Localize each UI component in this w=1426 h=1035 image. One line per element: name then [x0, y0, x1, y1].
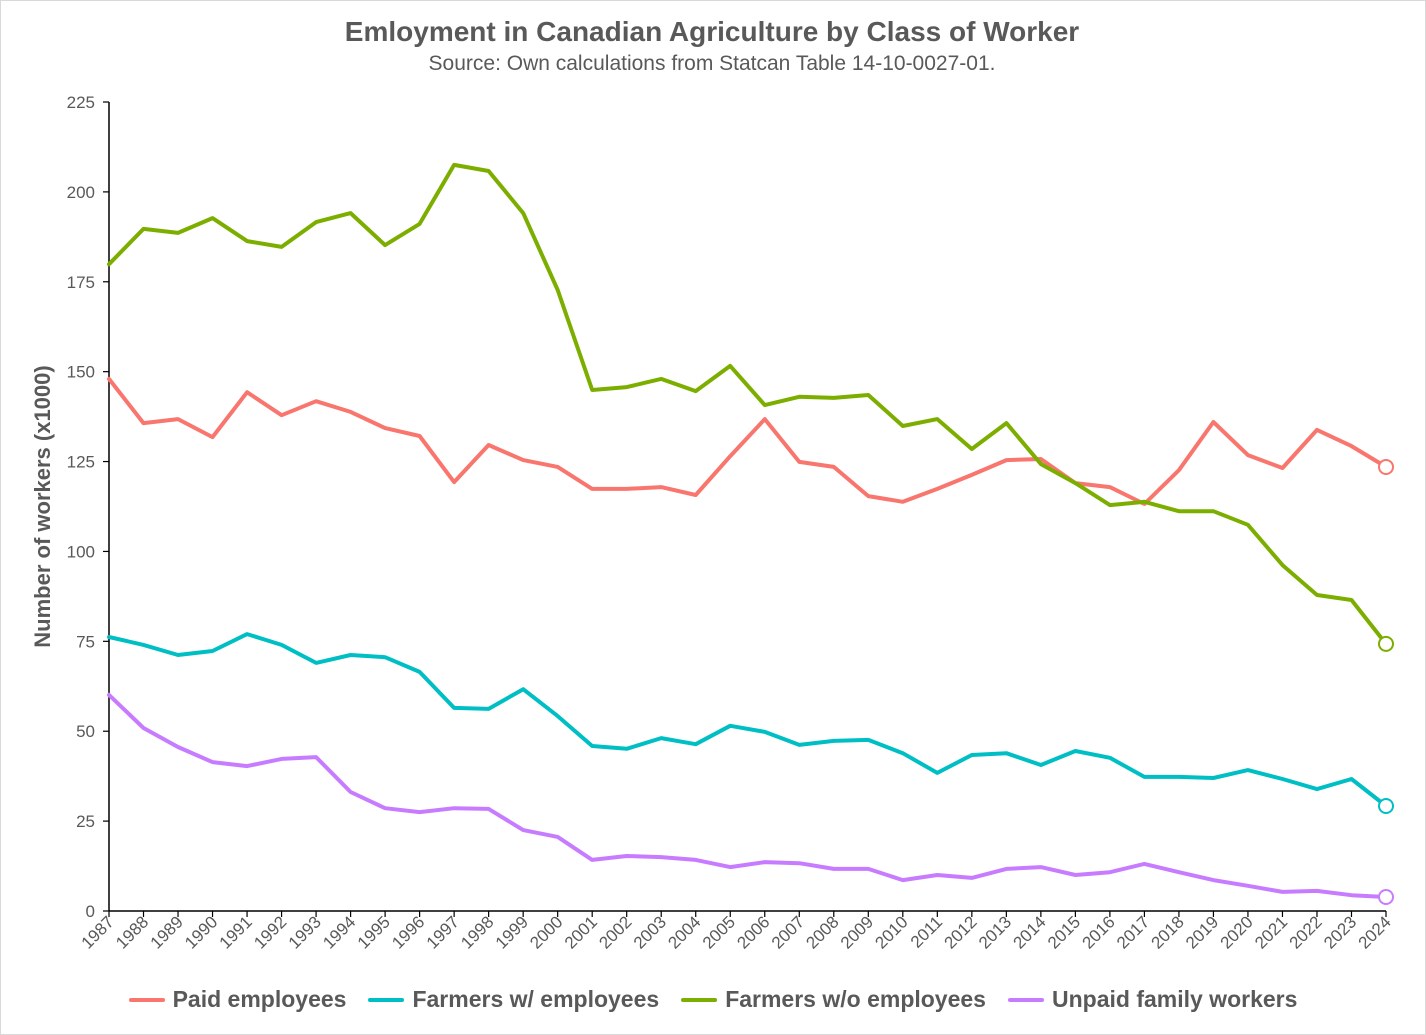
end-marker-farmers-w-employees — [1378, 798, 1394, 815]
y-tick-label: 200 — [67, 183, 95, 202]
x-tick-label: 2016 — [1079, 912, 1119, 952]
x-tick-label: 2011 — [907, 912, 946, 951]
x-tick-label: 1998 — [457, 912, 497, 952]
x-tick-label: 2003 — [630, 912, 670, 952]
legend-item-unpaid-family-workers: Unpaid family workers — [1007, 986, 1298, 1013]
x-tick-label: 1988 — [112, 912, 152, 952]
x-tick-label: 1999 — [492, 912, 532, 952]
x-tick-label: 2006 — [733, 912, 773, 952]
x-tick-label: 2008 — [802, 912, 842, 952]
x-tick-label: 2005 — [699, 912, 739, 952]
end-marker-paid-employees — [1378, 458, 1394, 475]
y-tick-label: 225 — [67, 93, 95, 112]
legend-swatch — [368, 997, 405, 1002]
y-tick-label: 25 — [76, 812, 95, 831]
legend-item-paid-employees: Paid employees — [128, 986, 347, 1013]
x-tick-label: 1987 — [78, 912, 118, 952]
x-tick-label: 1996 — [388, 912, 428, 952]
series-line-farmers-w-o-employees — [107, 162, 1388, 646]
legend-swatch — [1007, 997, 1044, 1002]
x-tick-label: 1993 — [285, 912, 325, 952]
x-tick-label: 2007 — [768, 912, 808, 952]
x-tick-label: 2017 — [1113, 912, 1153, 952]
legend-item-farmers-w-o-employees: Farmers w/o employees — [681, 986, 986, 1013]
y-tick-label: 75 — [76, 632, 95, 651]
x-tick-label: 1992 — [250, 912, 290, 952]
x-tick-label: 2002 — [595, 912, 635, 952]
x-tick-label: 2001 — [561, 912, 601, 952]
x-tick-label: 2000 — [526, 912, 566, 952]
x-tick-label: 2010 — [871, 912, 911, 952]
x-tick-label: 2012 — [940, 912, 980, 952]
x-tick-label: 1997 — [423, 912, 463, 952]
x-tick-label: 2014 — [1010, 912, 1050, 952]
y-tick-label: 50 — [76, 722, 95, 741]
legend: Paid employees Farmers w/ employees Farmer… — [0, 986, 1426, 1013]
x-tick-label: 1994 — [319, 912, 359, 952]
y-tick-label: 0 — [86, 902, 95, 921]
x-tick-label: 2019 — [1182, 912, 1222, 952]
y-tick-label: 100 — [67, 542, 95, 561]
x-tick-label: 2020 — [1217, 912, 1257, 952]
x-tick-label: 2024 — [1355, 912, 1395, 952]
x-tick-label: 1991 — [216, 912, 256, 952]
series-line-farmers-w-employees — [107, 632, 1388, 808]
x-tick-label: 1990 — [181, 912, 221, 952]
y-axis-label: Number of workers (x1000) — [30, 365, 55, 647]
y-tick-label: 150 — [67, 363, 95, 382]
legend-label: Farmers w/ employees — [412, 986, 660, 1012]
x-tick-label: 2018 — [1148, 912, 1188, 952]
legend-label: Paid employees — [172, 986, 347, 1012]
chart-title: Emloyment in Canadian Agriculture by Cla… — [344, 16, 1080, 47]
legend-swatch — [128, 997, 165, 1002]
x-tick-label: 2022 — [1286, 912, 1326, 952]
x-tick-label: 2004 — [664, 912, 704, 952]
legend-label: Unpaid family workers — [1051, 986, 1298, 1012]
chart-subtitle: Source: Own calculations from Statcan Ta… — [428, 52, 996, 75]
x-tick-label: 1995 — [354, 912, 394, 952]
x-tick-label: 1989 — [147, 912, 187, 952]
end-marker-unpaid-family-workers — [1378, 888, 1394, 905]
x-tick-label: 2021 — [1251, 912, 1291, 952]
x-tick-label: 2013 — [975, 912, 1015, 952]
series-line-paid-employees — [107, 376, 1388, 506]
y-tick-label: 125 — [67, 453, 95, 472]
legend-swatch — [681, 997, 718, 1002]
x-tick-label: 2023 — [1320, 912, 1360, 952]
x-tick-label: 2015 — [1044, 912, 1084, 952]
y-tick-label: 175 — [67, 273, 95, 292]
series-line-unpaid-family-workers — [107, 692, 1388, 899]
legend-item-farmers-w-employees: Farmers w/ employees — [368, 986, 659, 1013]
x-tick-label: 2009 — [837, 912, 877, 952]
end-marker-farmers-w-o-employees — [1378, 635, 1394, 652]
legend-label: Farmers w/o employees — [725, 986, 986, 1012]
